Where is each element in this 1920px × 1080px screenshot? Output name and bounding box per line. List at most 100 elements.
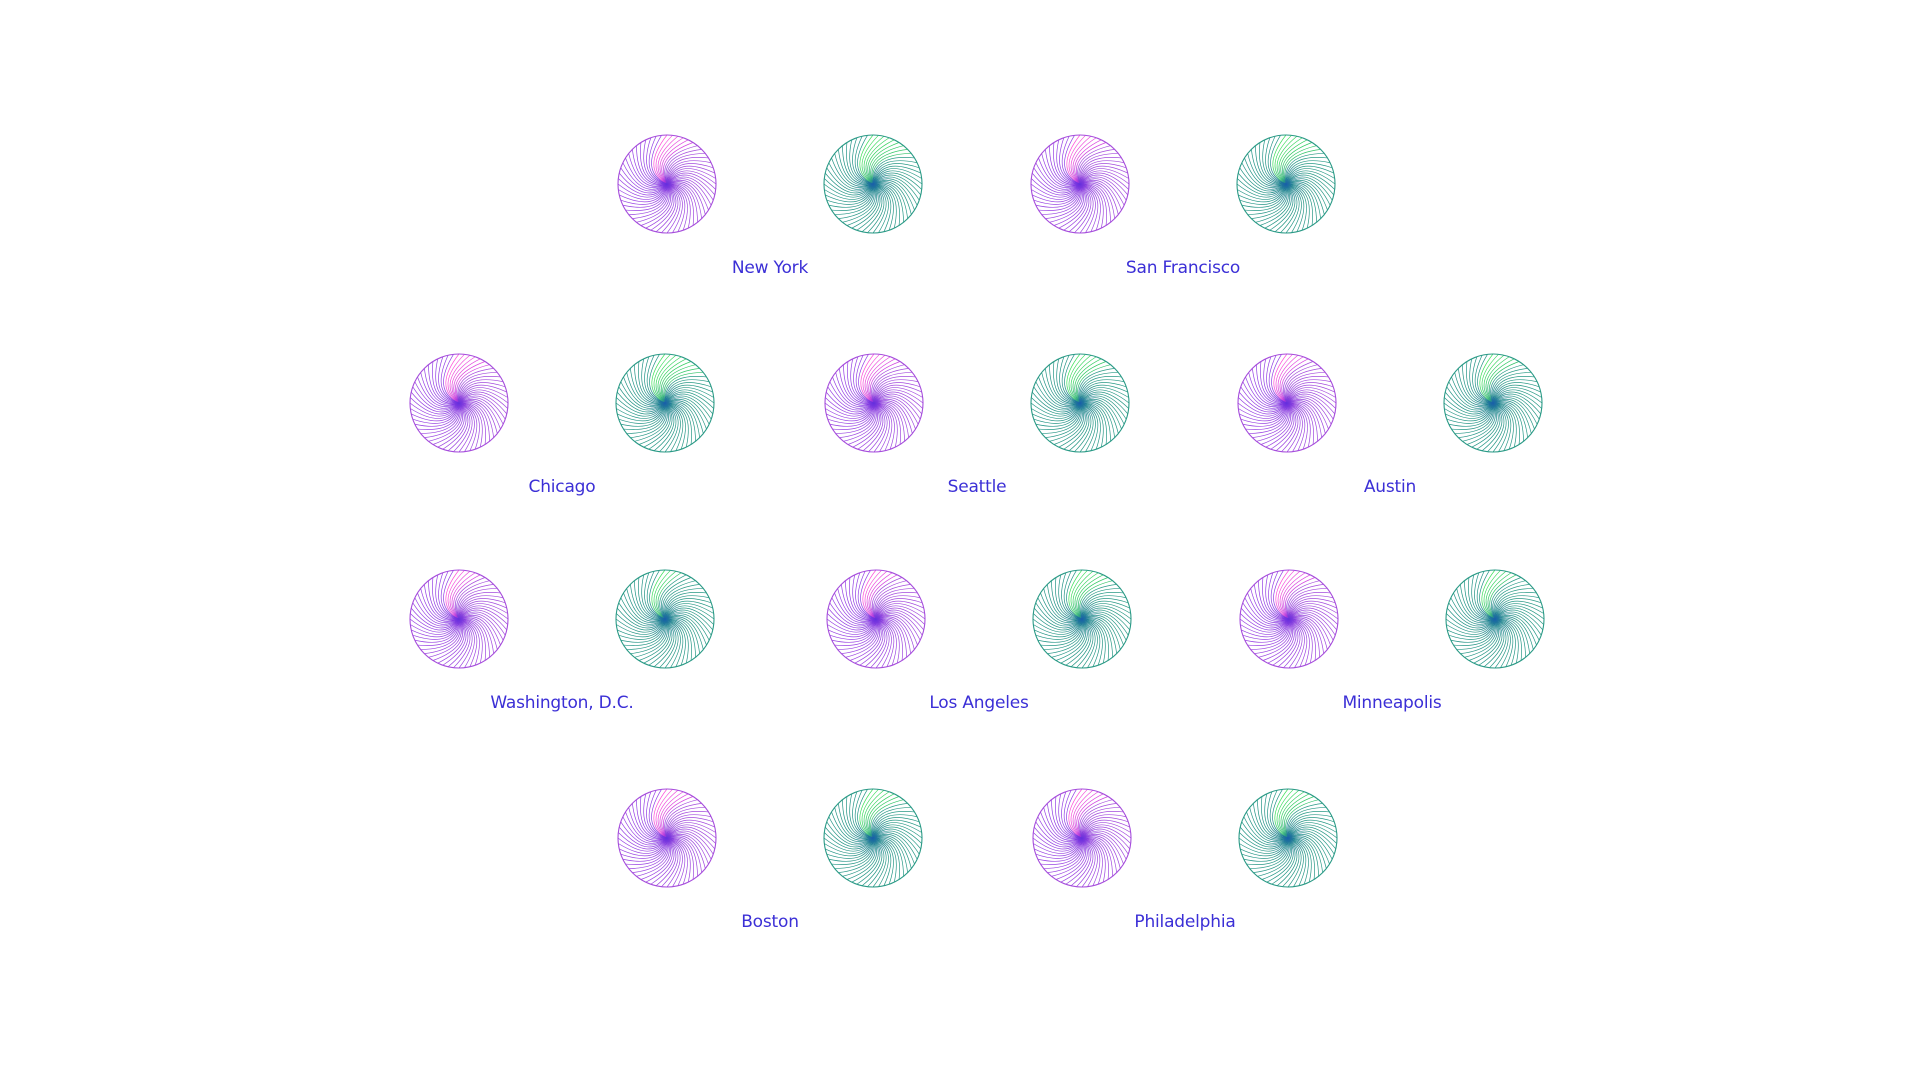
glyph-ring (826, 569, 926, 669)
city-label: Philadelphia (1134, 912, 1236, 932)
glyph-green (1445, 569, 1545, 669)
glyph-svg (824, 353, 924, 453)
glyph-ring (1239, 569, 1339, 669)
glyph-purple (1032, 788, 1132, 888)
glyph-green (615, 353, 715, 453)
glyph-svg (409, 353, 509, 453)
city-group-minneapolis: Minneapolis (1239, 569, 1639, 749)
glyph-center (1265, 381, 1309, 425)
glyph-svg (615, 353, 715, 453)
glyph-purple (409, 569, 509, 669)
glyph-svg (823, 788, 923, 888)
glyph-ring (824, 353, 924, 453)
glyph-ring (823, 134, 923, 234)
city-label: Boston (741, 912, 799, 932)
city-group-san-francisco: San Francisco (1030, 134, 1430, 314)
glyph-ring (1237, 353, 1337, 453)
glyph-svg (615, 569, 715, 669)
glyph-ring (1443, 353, 1543, 453)
glyph-green (615, 569, 715, 669)
glyph-green (1443, 353, 1543, 453)
glyph-ring (1030, 353, 1130, 453)
city-label: Chicago (528, 477, 596, 497)
glyph-green (823, 134, 923, 234)
glyph-center (1060, 597, 1104, 641)
city-group-austin: Austin (1237, 353, 1637, 533)
glyph-svg (1236, 134, 1336, 234)
city-label: Austin (1363, 477, 1417, 497)
glyph-center (643, 381, 687, 425)
glyph-green (1030, 353, 1130, 453)
glyph-svg (826, 569, 926, 669)
glyph-green (1238, 788, 1338, 888)
glyph-center (851, 162, 895, 206)
glyph-green (1032, 569, 1132, 669)
city-label: Seattle (947, 477, 1007, 497)
glyph-purple (409, 353, 509, 453)
glyph-center (643, 597, 687, 641)
glyph-ring (1445, 569, 1545, 669)
city-group-philadelphia: Philadelphia (1032, 788, 1432, 968)
glyph-green (823, 788, 923, 888)
glyph-purple (824, 353, 924, 453)
glyph-center (1058, 162, 1102, 206)
glyph-ring (1236, 134, 1336, 234)
glyph-center (1471, 381, 1515, 425)
glyph-ring (823, 788, 923, 888)
city-group-seattle: Seattle (824, 353, 1224, 533)
glyph-svg (1238, 788, 1338, 888)
glyph-ring (1030, 134, 1130, 234)
glyph-svg (1239, 569, 1339, 669)
glyph-svg (617, 134, 717, 234)
city-label: New York (731, 258, 809, 278)
city-label: Minneapolis (1342, 693, 1442, 713)
city-label: Los Angeles (929, 693, 1029, 713)
city-group-los-angeles: Los Angeles (826, 569, 1226, 749)
glyph-svg (1237, 353, 1337, 453)
city-label: San Francisco (1125, 258, 1241, 278)
glyph-center (1060, 816, 1104, 860)
glyph-purple (617, 134, 717, 234)
glyph-ring (1032, 788, 1132, 888)
glyph-center (1266, 816, 1310, 860)
glyph-svg (1032, 788, 1132, 888)
glyph-purple (826, 569, 926, 669)
glyph-purple (1237, 353, 1337, 453)
glyph-svg (1445, 569, 1545, 669)
glyph-ring (617, 788, 717, 888)
glyph-center (852, 381, 896, 425)
glyph-center (1058, 381, 1102, 425)
glyph-center (437, 381, 481, 425)
city-group-new-york: New York (617, 134, 1017, 314)
glyph-ring (409, 569, 509, 669)
city-group-chicago: Chicago (409, 353, 809, 533)
glyph-center (645, 162, 689, 206)
glyph-ring (1032, 569, 1132, 669)
glyph-center (645, 816, 689, 860)
glyph-svg (1032, 569, 1132, 669)
glyph-ring (615, 569, 715, 669)
glyph-center (851, 816, 895, 860)
glyph-ring (409, 353, 509, 453)
glyph-center (437, 597, 481, 641)
glyph-svg (1443, 353, 1543, 453)
glyph-svg (617, 788, 717, 888)
glyph-svg (409, 569, 509, 669)
glyph-svg (1030, 353, 1130, 453)
glyph-purple (617, 788, 717, 888)
city-group-washington-dc: Washington, D.C. (409, 569, 809, 749)
glyph-center (854, 597, 898, 641)
glyph-center (1473, 597, 1517, 641)
glyph-svg (1030, 134, 1130, 234)
glyph-ring (617, 134, 717, 234)
glyph-purple (1030, 134, 1130, 234)
glyph-ring (615, 353, 715, 453)
glyph-center (1264, 162, 1308, 206)
glyph-purple (1239, 569, 1339, 669)
glyph-ring (1238, 788, 1338, 888)
city-label: Washington, D.C. (490, 693, 634, 713)
glyph-svg (823, 134, 923, 234)
glyph-green (1236, 134, 1336, 234)
glyph-center (1267, 597, 1311, 641)
